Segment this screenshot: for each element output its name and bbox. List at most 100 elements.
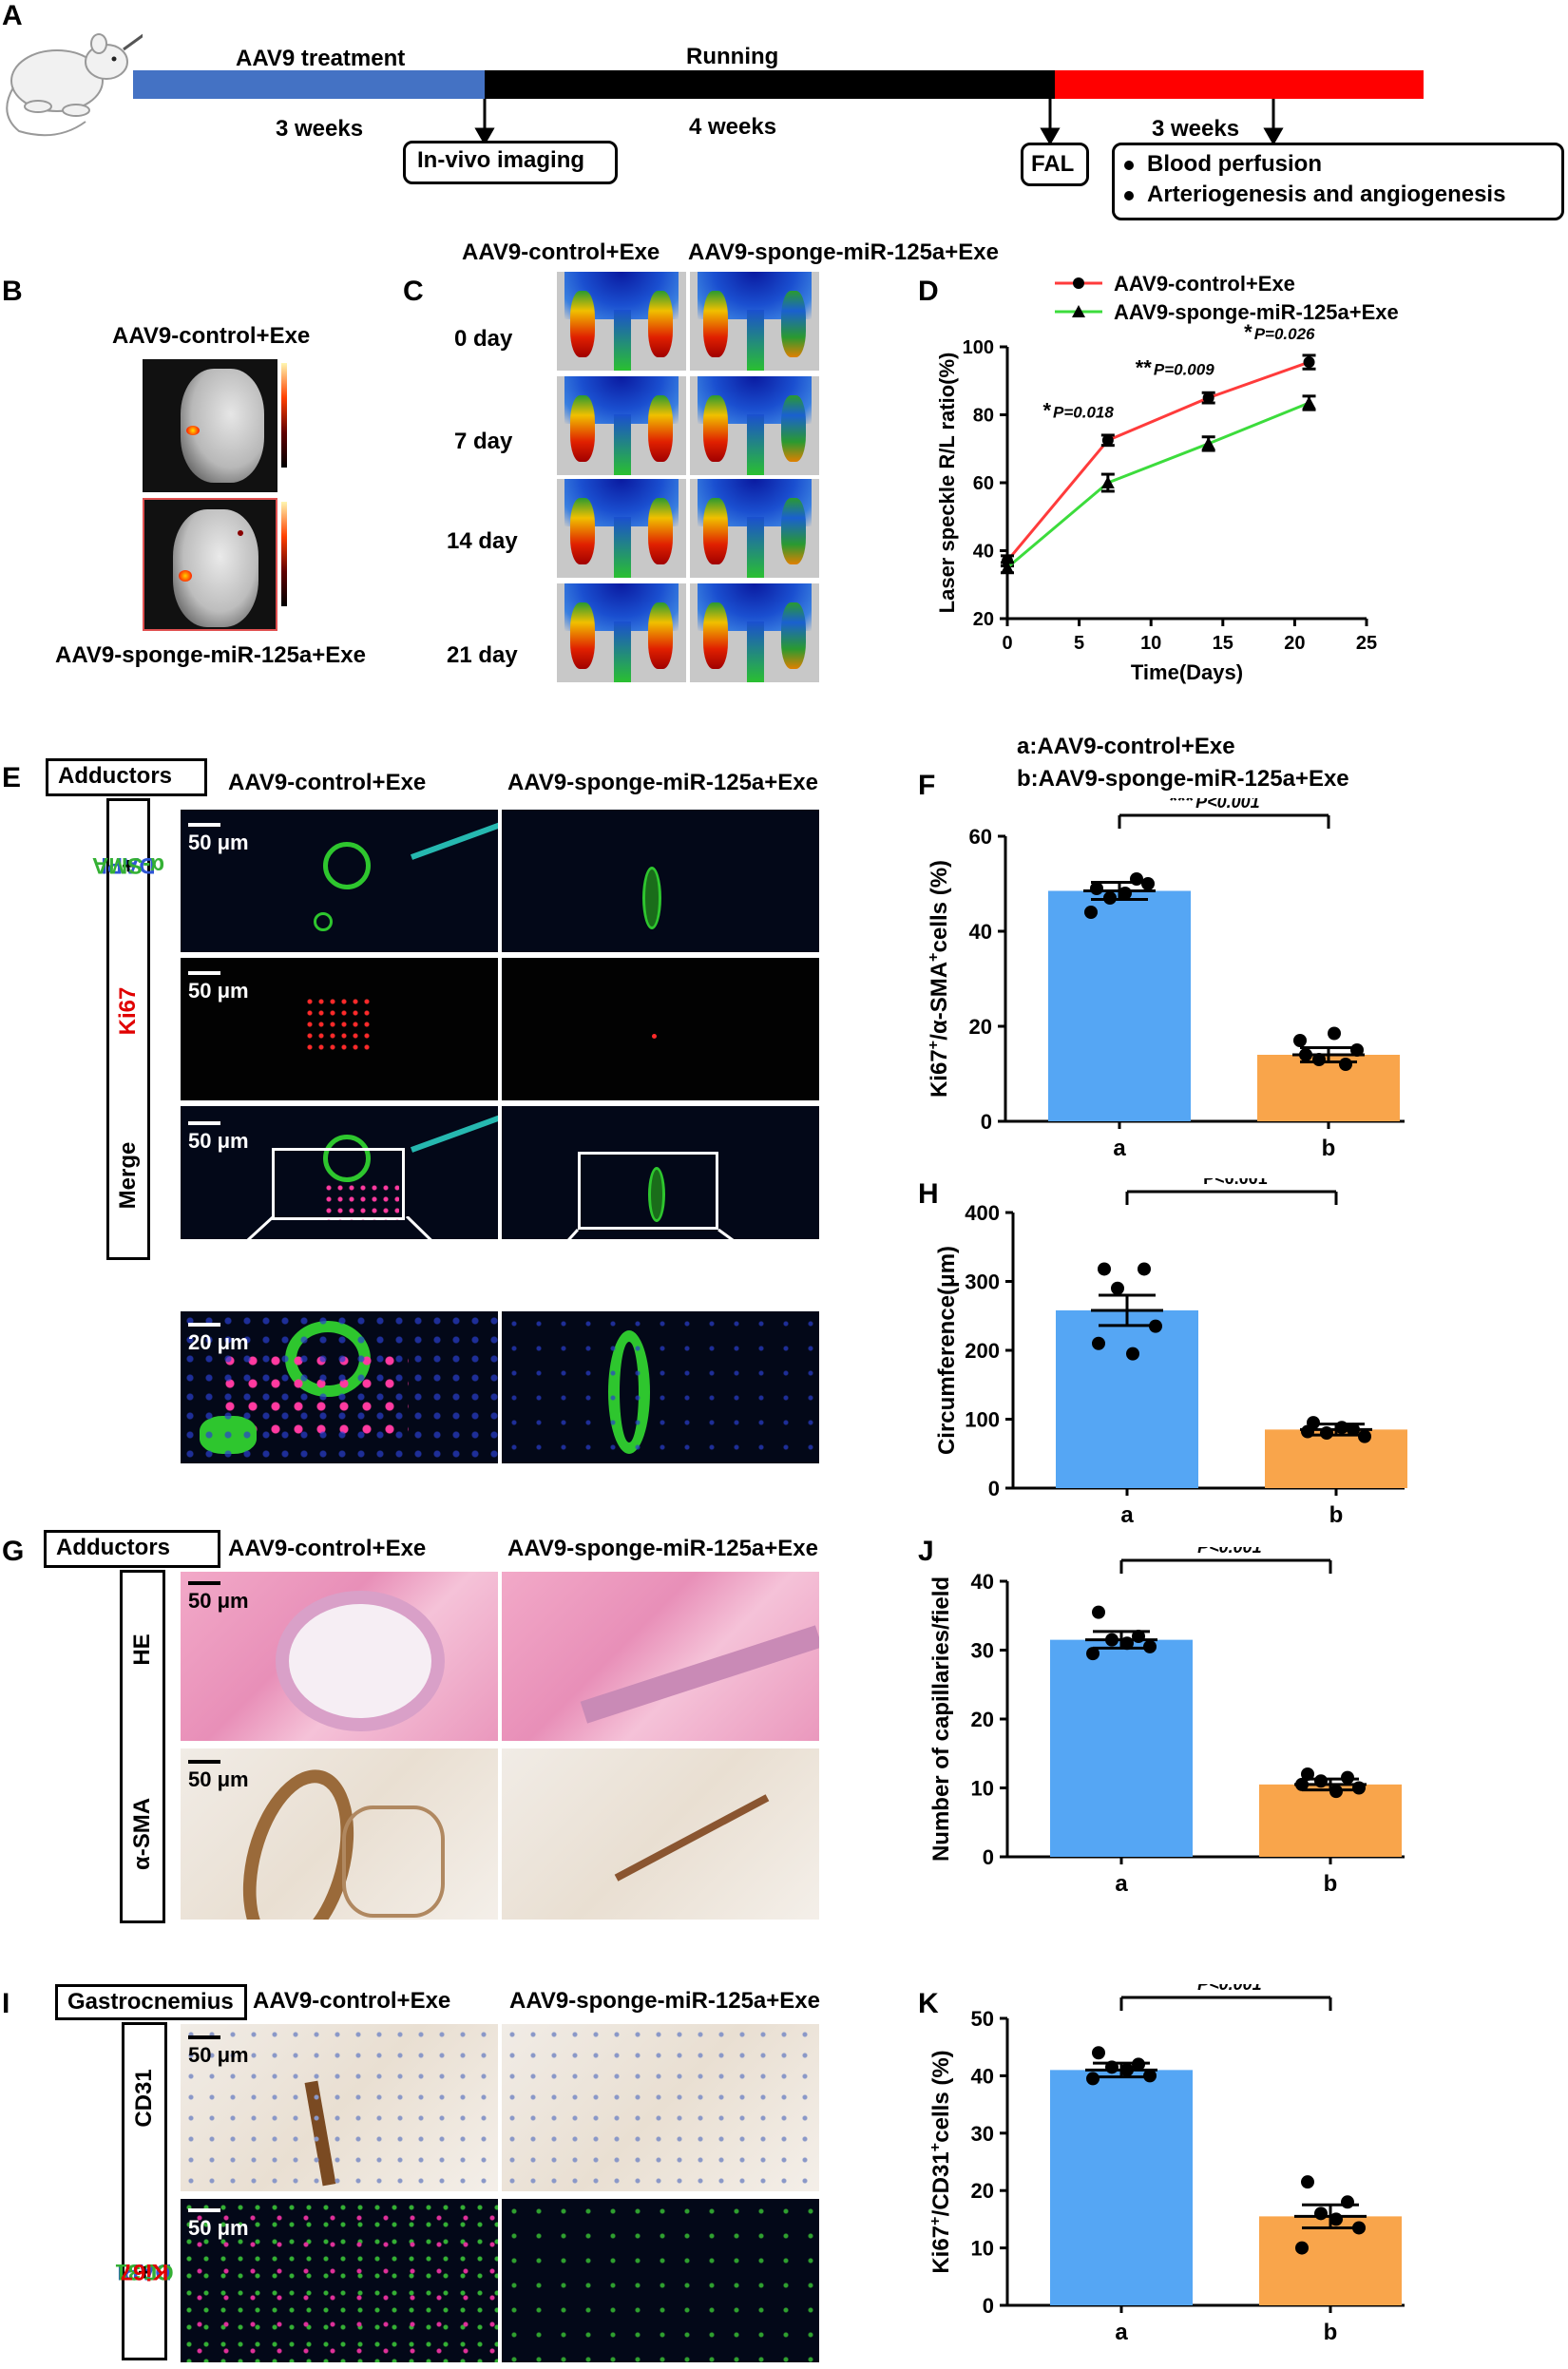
data-point: [1329, 2212, 1343, 2226]
significance-annotation: ** P=0.009: [1136, 356, 1214, 380]
timeline-arrows: [474, 99, 1284, 146]
scale-label: 50 μm: [188, 1129, 249, 1153]
y-label-part: +: [926, 953, 942, 962]
data-point: [1092, 2046, 1105, 2060]
data-point: [1299, 1048, 1312, 1061]
y-label-part: cells (%): [928, 2050, 954, 2142]
data-point: [1126, 1347, 1139, 1361]
data-point: [1293, 1034, 1307, 1047]
scale-label: 20 μm: [188, 1330, 249, 1354]
bar-a: [1050, 1639, 1193, 1857]
row-label-he: HE: [129, 1633, 155, 1666]
data-point: [1098, 1262, 1111, 1276]
sma-text: α-SMA: [91, 852, 165, 879]
bar-b: [1259, 1784, 1402, 1857]
p-value: P<0.001: [1197, 1547, 1262, 1557]
bullet-icon: [1124, 190, 1134, 201]
x-tick-label: a: [1113, 1136, 1126, 1159]
data-point: [1312, 1053, 1326, 1066]
post-fal-bar: [1055, 70, 1424, 99]
y-tick-label: 20: [969, 1015, 992, 1039]
data-point: [1301, 2175, 1314, 2189]
ldpi-image: [557, 272, 686, 371]
panel-label-a: A: [2, 0, 23, 31]
panel-c-row-21: 21 day: [447, 642, 518, 668]
x-tick-label: 10: [1140, 633, 1161, 654]
y-label-part: cells (%): [927, 860, 952, 952]
panel-b-bottom-label: AAV9-sponge-miR-125a+Exe: [55, 642, 366, 668]
y-label-part: +: [926, 1041, 942, 1049]
data-point: [1141, 877, 1155, 890]
ldpi-image: [690, 376, 819, 475]
y-tick-label: 20: [971, 1708, 994, 1731]
y-tick-label: 0: [981, 1110, 992, 1134]
y-axis-label: Ki67+ /CD31+ cells (%): [927, 2050, 954, 2273]
scale-label: 50 μm: [188, 979, 249, 1003]
x-tick-label: a: [1120, 1502, 1134, 1528]
scale-bar: [188, 1121, 220, 1125]
y-label-part: /α-SMA: [927, 962, 952, 1041]
data-point: [1358, 1429, 1371, 1443]
bar-a: [1050, 2070, 1193, 2305]
y-tick-label: 200: [965, 1339, 1000, 1363]
x-tick-label: b: [1329, 1502, 1344, 1528]
significance-annotation: * P=0.026: [1244, 320, 1315, 344]
scale-bar: [188, 2035, 220, 2039]
scale-bar: [188, 1323, 220, 1327]
bar-b: [1265, 1429, 1407, 1488]
panel-g-tag: Adductors: [44, 1530, 220, 1568]
if-sponge-dapi-sma: [502, 810, 819, 952]
data-point: [1084, 906, 1098, 919]
panel-e-tag: Adductors: [46, 758, 207, 796]
p-value: P<0.001: [1195, 798, 1260, 812]
data-point: [1341, 1770, 1354, 1785]
outcomes-box: Blood perfusion Arteriogenesis and angio…: [1112, 143, 1564, 220]
panel-label-c: C: [403, 276, 424, 307]
row-label-merge: Merge: [115, 1141, 141, 1209]
y-tick-label: 100: [965, 1408, 1000, 1432]
x-tick-label: a: [1115, 2320, 1128, 2345]
stars: *: [1042, 398, 1051, 422]
ihc-cd31-sponge-image: [502, 2024, 819, 2191]
data-point: [1328, 1026, 1341, 1041]
data-point: [1320, 1426, 1333, 1440]
x-tick-label: 20: [1284, 633, 1305, 654]
scale-bar: [188, 971, 220, 975]
legend-marker: [1072, 305, 1085, 317]
aav9-treatment-label: AAV9 treatment: [236, 46, 406, 71]
data-point: [1329, 1785, 1343, 1799]
data-point: [1301, 1424, 1314, 1439]
bullet-icon: [1124, 160, 1134, 170]
row-label-sma: α-SMA: [129, 1797, 155, 1870]
data-point: [1103, 891, 1117, 905]
bar-b: [1259, 2216, 1402, 2305]
y-tick-label: 60: [969, 825, 992, 849]
data-point: [1100, 476, 1115, 488]
ldpi-image: [690, 272, 819, 371]
scale-bar: [188, 2208, 220, 2212]
data-point: [1301, 1767, 1314, 1781]
row-label-ki67: Ki67: [115, 986, 141, 1036]
outcome-bullet-2: Arteriogenesis and angiogenesis: [1124, 181, 1552, 208]
x-tick-label: b: [1324, 2320, 1338, 2345]
ldpi-image: [557, 583, 686, 682]
stars: ***: [1171, 1547, 1195, 1557]
y-tick-label: 60: [973, 473, 994, 494]
bar-b: [1257, 1055, 1400, 1121]
y-tick-label: 40: [969, 920, 992, 944]
data-point: [1132, 1630, 1145, 1643]
data-point: [1302, 395, 1316, 409]
y-axis-label: Laser speckle R/L ratio(%): [935, 353, 959, 614]
outcome-2-text: Arteriogenesis and angiogenesis: [1147, 181, 1506, 207]
he-sponge-image: [502, 1572, 819, 1741]
four-weeks: 4 weeks: [689, 114, 777, 140]
data-point: [1001, 561, 1014, 574]
data-point: [1086, 2072, 1100, 2086]
three-weeks-right: 3 weeks: [1152, 116, 1240, 142]
data-point: [1111, 1281, 1124, 1295]
panel-label-e: E: [2, 762, 22, 793]
bar-a: [1048, 890, 1191, 1121]
chart-d-laser-speckle: 20 40 60 80 100 0 5 10 15 20 25 Time(Days) Laser spe…: [935, 272, 1399, 684]
scale-bar: [188, 823, 220, 827]
